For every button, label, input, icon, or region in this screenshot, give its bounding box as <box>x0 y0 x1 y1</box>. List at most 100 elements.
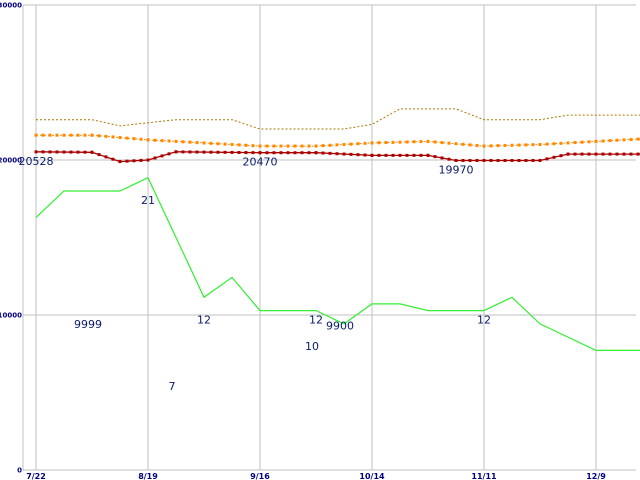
marker-average <box>468 143 472 147</box>
data-label: 10 <box>305 340 319 353</box>
marker-price <box>405 153 409 157</box>
marker-price <box>468 158 472 162</box>
marker-price <box>230 150 234 154</box>
marker-price <box>636 152 640 156</box>
marker-average <box>258 144 262 148</box>
marker-average <box>34 133 38 137</box>
marker-price <box>223 150 227 154</box>
y-tick-label: 0 <box>17 467 22 475</box>
marker-average <box>293 144 297 148</box>
marker-average <box>223 142 227 146</box>
y-tick-label: 20000 <box>0 157 22 165</box>
marker-price <box>580 152 584 156</box>
marker-price <box>146 158 150 162</box>
marker-price <box>188 150 192 154</box>
series-line-count <box>35 176 640 351</box>
marker-price <box>370 153 374 157</box>
marker-average <box>461 142 465 146</box>
marker-price <box>412 153 416 157</box>
marker-price <box>97 153 101 157</box>
data-label: 19970 <box>439 163 474 176</box>
marker-price <box>461 158 465 162</box>
marker-average <box>83 133 87 137</box>
marker-average <box>174 139 178 143</box>
marker-average <box>279 144 283 148</box>
marker-average <box>188 140 192 144</box>
marker-average <box>419 140 423 144</box>
grid <box>22 4 636 471</box>
marker-price <box>132 159 136 163</box>
marker-average <box>307 144 311 148</box>
marker-price <box>503 158 507 162</box>
marker-average <box>62 133 66 137</box>
marker-price <box>244 151 248 155</box>
series-line-upper <box>36 108 640 130</box>
x-tick-label: 9/16 <box>250 472 270 480</box>
marker-price <box>328 151 332 155</box>
marker-price <box>496 158 500 162</box>
marker-price <box>62 150 66 154</box>
marker-price <box>524 158 528 162</box>
marker-price <box>622 152 626 156</box>
marker-average <box>153 138 157 142</box>
marker-price <box>454 158 458 162</box>
marker-average <box>342 143 346 146</box>
marker-price <box>209 150 213 154</box>
marker-price <box>272 151 276 155</box>
marker-price <box>629 152 633 156</box>
marker-price <box>160 154 164 158</box>
marker-average <box>629 137 633 141</box>
marker-average <box>454 142 458 146</box>
marker-price <box>202 150 206 154</box>
marker-price <box>265 151 269 155</box>
data-label: 12 <box>309 314 323 327</box>
marker-price <box>258 151 262 155</box>
marker-average <box>594 139 598 143</box>
marker-average <box>76 133 80 137</box>
marker-price <box>174 150 178 154</box>
marker-average <box>55 133 59 137</box>
marker-average <box>139 137 143 141</box>
marker-average <box>517 143 521 147</box>
marker-average <box>209 141 213 145</box>
marker-average <box>167 139 171 143</box>
marker-price <box>552 155 556 159</box>
marker-price <box>363 153 367 157</box>
marker-average <box>405 140 409 144</box>
marker-price <box>300 151 304 155</box>
marker-price <box>384 153 388 157</box>
marker-price <box>307 151 311 155</box>
marker-average <box>216 142 220 146</box>
marker-price <box>426 153 430 157</box>
marker-price <box>118 160 122 164</box>
marker-price <box>489 158 493 162</box>
marker-average <box>160 139 164 143</box>
series-layer <box>34 108 640 351</box>
marker-price <box>55 150 59 154</box>
marker-average <box>230 143 234 146</box>
marker-average <box>202 141 206 145</box>
marker-average <box>545 142 549 146</box>
marker-average <box>314 144 318 148</box>
marker-price <box>48 150 52 154</box>
y-tick-label: 10000 <box>0 312 22 320</box>
marker-price <box>90 150 94 154</box>
marker-average <box>181 140 185 144</box>
marker-price <box>517 158 521 162</box>
data-label: 7 <box>169 380 176 393</box>
data-label: 9999 <box>74 318 102 331</box>
marker-average <box>111 135 115 139</box>
marker-price <box>377 153 381 157</box>
marker-price <box>76 150 80 154</box>
marker-average <box>496 144 500 148</box>
marker-average <box>48 133 52 137</box>
marker-average <box>132 137 136 141</box>
marker-average <box>531 143 535 147</box>
marker-price <box>587 152 591 156</box>
marker-price <box>279 151 283 155</box>
marker-average <box>363 141 367 145</box>
marker-average <box>237 143 241 147</box>
marker-average <box>286 144 290 148</box>
